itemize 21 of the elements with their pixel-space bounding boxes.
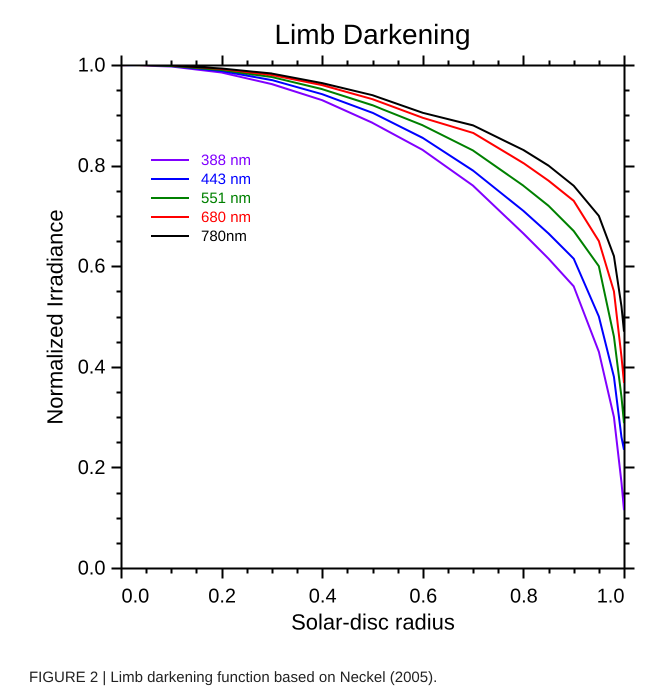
chart-title: Limb Darkening [274,19,471,50]
caption: FIGURE 2 | Limb darkening function based on Neckel (2005). [29,669,438,686]
x-tick-label: 0.6 [409,586,438,608]
y-tick-label: 0.8 [78,155,106,178]
legend-label: 443 nm [201,171,252,188]
y-tick-label: 0.6 [78,256,106,278]
y-tick-label: 1.0 [78,54,106,76]
legend-label: 680 nm [201,209,252,226]
x-axis-title: Solar-disc radius [291,610,455,634]
y-axis-title: Normalized Irradiance [42,209,68,425]
legend-label: 780nm [201,228,247,245]
y-tick-label: 0.2 [78,456,106,479]
legend-label: 551 nm [201,190,252,207]
legend-label: 388 nm [201,152,252,169]
x-tick-label: 0.8 [510,586,538,608]
y-tick-label: 0.0 [78,558,106,580]
x-tick-label: 1.0 [596,586,624,608]
y-tick-label: 0.4 [78,356,106,378]
x-tick-label: 0.4 [308,586,337,608]
x-tick-label: 0.0 [122,586,150,608]
x-tick-label: 0.2 [208,586,236,608]
